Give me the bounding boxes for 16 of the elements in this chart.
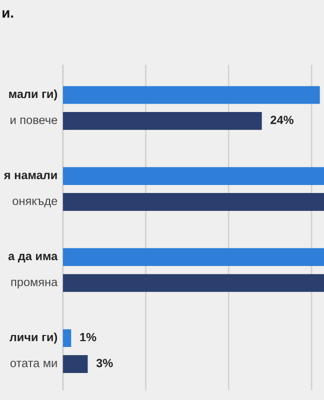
bar (62, 274, 324, 292)
data-label: 24% (270, 116, 294, 124)
bar (62, 112, 262, 130)
bar (62, 167, 324, 185)
data-label: 1% (80, 332, 96, 342)
bar (62, 329, 72, 348)
bar (62, 248, 324, 266)
bar (62, 86, 320, 104)
bar (62, 355, 88, 373)
data-label: 3% (96, 358, 113, 368)
bar (62, 193, 324, 211)
chart-title: и. (2, 10, 14, 18)
category-label: мали ги) и повече (9, 89, 58, 124)
category-label: а да има промяна (8, 254, 58, 289)
category-label: личи ги) отата ми (10, 332, 58, 368)
category-label: я намали онякъде (4, 172, 58, 208)
